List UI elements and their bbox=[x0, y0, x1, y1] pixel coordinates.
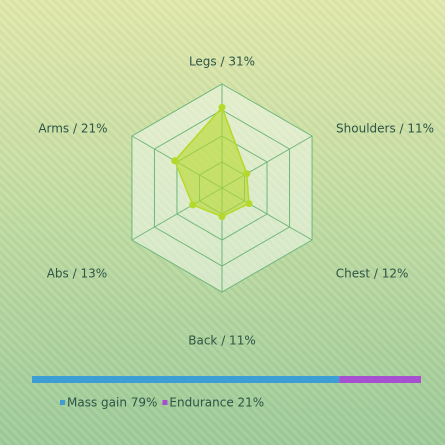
data-point bbox=[245, 200, 253, 208]
axis-label: Arms / 21% bbox=[38, 122, 107, 136]
bar-segment bbox=[339, 376, 421, 383]
axis-label: Shoulders / 11% bbox=[336, 122, 434, 136]
axis-label: Back / 11% bbox=[188, 334, 255, 348]
data-point bbox=[218, 103, 226, 111]
legend-swatch bbox=[60, 400, 65, 405]
axis-label: Legs / 31% bbox=[189, 55, 255, 69]
data-point bbox=[218, 213, 226, 221]
legend-swatch bbox=[162, 400, 168, 405]
legend-label: Endurance 21% bbox=[169, 396, 264, 410]
data-point bbox=[243, 170, 251, 178]
data-point bbox=[171, 157, 179, 165]
data-point bbox=[189, 201, 197, 209]
axis-label: Abs / 13% bbox=[47, 267, 107, 281]
bar-segment bbox=[32, 376, 340, 383]
axis-label: Chest / 12% bbox=[336, 267, 409, 281]
legend-label: Mass gain 79% bbox=[67, 396, 157, 410]
